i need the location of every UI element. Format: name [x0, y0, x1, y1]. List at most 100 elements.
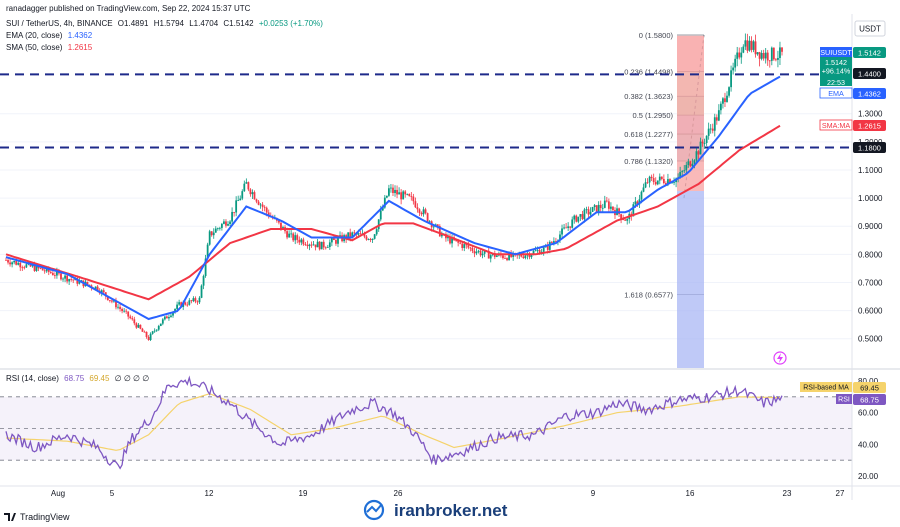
candle-body: [371, 238, 374, 241]
candle-body: [9, 262, 11, 265]
candle-body: [612, 206, 614, 211]
price-badge-text: 1.5142: [825, 58, 847, 67]
candle-body: [369, 239, 372, 241]
candle-body: [196, 301, 199, 303]
legend-ema-label: EMA (20, close): [6, 31, 63, 40]
candle-body: [732, 67, 735, 71]
candle-body: [770, 47, 773, 61]
candle-body: [257, 201, 260, 205]
candle-body: [636, 201, 639, 205]
candle-body: [461, 243, 464, 249]
candle-body: [774, 59, 777, 61]
candle-body: [777, 57, 779, 60]
symbol-badge-text: SUIUSDT: [820, 48, 852, 57]
candle-body: [475, 251, 478, 254]
candle-body: [734, 58, 737, 68]
candle-body: [650, 176, 653, 179]
candle-body: [265, 207, 268, 213]
candle-body: [123, 310, 126, 312]
candle-body: [420, 212, 423, 215]
candle-body: [68, 279, 71, 282]
candle-body: [552, 241, 555, 243]
candle-body: [100, 290, 103, 294]
rsi-line: [5, 375, 783, 470]
candle-body: [685, 164, 688, 171]
fib-level-label: 0.786 (1.1320): [624, 157, 673, 166]
candle-body: [479, 250, 482, 256]
price-axis-label: 1.1000: [858, 166, 883, 175]
rsi-axis-label: 80.00: [858, 377, 879, 386]
candle-body: [532, 250, 535, 255]
candle-body: [524, 255, 527, 259]
candle-body: [19, 262, 22, 268]
candle-body: [188, 300, 191, 305]
candle-body: [381, 207, 384, 211]
candle-body: [202, 276, 205, 286]
candle-body: [585, 209, 588, 211]
candle-body: [316, 241, 319, 248]
candle-body: [31, 265, 34, 267]
legend-rsi[interactable]: RSI (14, close) 68.75 69.45 ∅ ∅ ∅ ∅: [6, 374, 152, 383]
candle-body: [72, 279, 75, 281]
candle-body: [646, 182, 649, 184]
horizontal-levels[interactable]: [0, 73, 852, 149]
candle-body: [210, 231, 213, 236]
candle-body: [233, 211, 236, 213]
candle-body: [15, 261, 18, 265]
long-position-tool[interactable]: [677, 36, 704, 368]
lightning-icon[interactable]: [773, 351, 787, 365]
candle-body: [591, 206, 594, 212]
candle-body: [108, 300, 111, 301]
tradingview-logo-icon: [4, 513, 16, 521]
candle-body: [308, 244, 311, 247]
candle-body: [660, 176, 663, 179]
candle-body: [489, 255, 492, 259]
candle-body: [349, 232, 352, 237]
currency-box[interactable]: [854, 20, 886, 37]
rsi-pane[interactable]: [0, 368, 900, 470]
legend-main[interactable]: SUI / TetherUS, 4h, BINANCE O1.4891 H1.5…: [6, 19, 326, 28]
rsi-ma-value-tag-bg: [853, 382, 886, 393]
candle-body: [60, 273, 62, 280]
rsi-value-tag-bg: [853, 394, 886, 405]
candle-body: [455, 240, 458, 242]
symbol-badge-bg: [820, 47, 852, 57]
candle-body: [7, 260, 9, 263]
price-axis-label: 1.0000: [858, 194, 883, 203]
position-target-zone: [677, 36, 704, 191]
candle-body: [422, 209, 425, 215]
candle-body: [740, 52, 743, 58]
candle-body: [23, 267, 26, 269]
candle-body: [153, 330, 156, 332]
candle-body: [204, 258, 207, 277]
candle-body: [333, 238, 335, 241]
ema-price-tag: 1.4362: [853, 88, 886, 99]
date-axis-label: 9: [591, 489, 596, 498]
ema-line: [5, 75, 781, 321]
candle-body: [159, 323, 162, 326]
candle-body: [357, 233, 360, 235]
legend-ema[interactable]: EMA (20, close) 1.4362: [6, 31, 95, 40]
candle-body: [424, 209, 427, 214]
legend-sma[interactable]: SMA (50, close) 1.2615: [6, 43, 95, 52]
candle-body: [520, 254, 523, 257]
candle-body: [11, 262, 14, 265]
candle-body: [53, 275, 56, 276]
candle-body: [304, 244, 307, 246]
candle-body: [571, 219, 574, 228]
candle-body: [94, 286, 97, 290]
candle-body: [166, 316, 168, 319]
candle-body: [96, 286, 99, 291]
candle-body: [294, 235, 297, 241]
legend-rsi-value: 68.75: [64, 374, 85, 383]
candle-body: [377, 219, 380, 230]
candle-body: [314, 244, 317, 248]
candle-body: [658, 176, 661, 181]
date-axis-label: 19: [299, 489, 308, 498]
candle-body: [388, 188, 390, 196]
candle-body: [318, 241, 321, 250]
candle-body: [198, 297, 201, 303]
candle-body: [163, 316, 166, 320]
